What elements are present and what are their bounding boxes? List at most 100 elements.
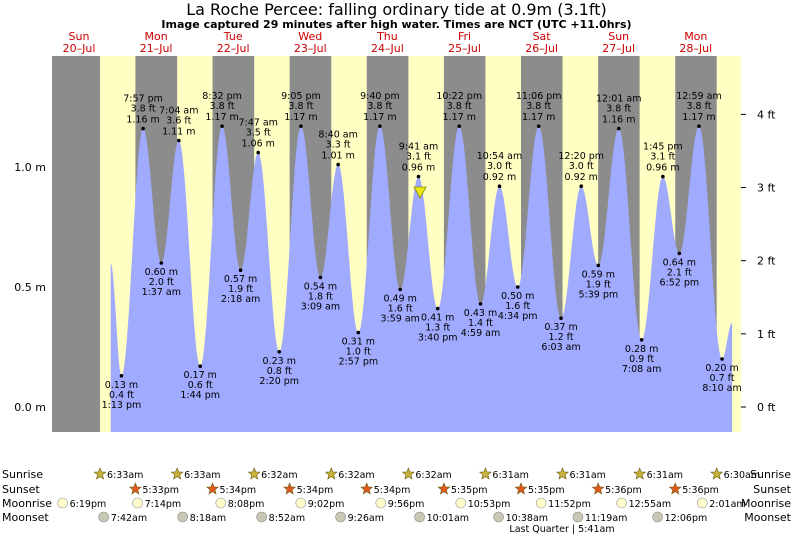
tide-metres: 0.96 m [646,163,679,174]
moonrise-time: 9:56pm [388,499,425,510]
moonset-event: 10:01am [414,511,469,524]
sunset-time: 5:36pm [605,485,642,496]
sunset-star-icon [206,482,219,495]
tide-labels: 0.13 m0.4 ft1:13 pm7:57 pm3.8 ft1.16 m0.… [102,91,742,411]
sunset-event: 5:36pm [668,482,719,496]
moonrise-event: 10:53pm [455,497,510,510]
moonset-event: 9:26am [335,511,384,524]
moonset-icon [335,511,346,523]
right-axis-tick-label: 2 ft [757,255,776,268]
tide-time: 7:04 am [159,106,198,117]
day-name: Sun [69,30,90,43]
moonset-icon [652,511,663,523]
tide-feet: 3.5 ft [246,128,271,139]
moonset-icon [98,511,110,523]
sunset-event: 5:34pm [206,482,256,496]
low-tide-label: 0.64 m2.1 ft6:52 pm [659,251,699,288]
tide-metres: 0.92 m [565,172,598,183]
tide-point [198,364,203,369]
tide-time: 12:20 pm [558,151,604,162]
tide-feet: 3.8 ft [288,101,313,112]
tide-feet: 0.4 ft [109,390,134,401]
low-tide-label: 0.23 m0.8 ft2:20 pm [259,350,299,387]
right-axis-tick-label: 0 ft [757,401,776,414]
tide-point [515,285,520,289]
tide-point [720,357,724,361]
moonset-time: 9:26am [348,513,384,524]
high-tide-label: 7:57 pm3.8 ft1.16 m [123,94,163,131]
tide-time: 8:32 pm [202,91,242,102]
current-tide-marker [413,186,427,199]
tide-feet: 3.0 ft [569,161,594,172]
moonset-time: 12:06pm [665,513,708,524]
day-name: Thu [376,30,398,43]
sunset-star-icon [360,482,374,495]
tide-metres: 1.06 m [241,139,274,150]
tide-feet: 0.8 ft [267,366,292,377]
high-tide-label: 8:40 am3.3 ft1.01 m [318,130,358,167]
moonrise-icon [57,497,68,509]
tide-time: 12:01 am [596,94,641,105]
sunset-event: 5:35pm [437,482,488,496]
tide-time: 2:18 am [221,294,260,305]
tide-time: 3:09 am [301,301,340,312]
sunrise-time: 6:32am [415,470,451,481]
low-tide-label: 0.50 m1.6 ft4:34 pm [498,285,538,322]
tide-area [110,126,733,432]
tide-metres: 0.17 m [183,370,216,381]
day-date: 21–Jul [140,42,173,55]
tide-metres: 0.20 m [705,363,738,374]
moonrise-icon [132,497,143,509]
sunrise-star-icon [633,467,647,480]
tide-metres: 1.16 m [602,115,635,126]
tide-point [398,287,402,292]
tide-point [536,124,541,128]
tide-feet: 3.1 ft [650,152,675,163]
tide-time: 10:54 am [477,151,522,162]
tide-metres: 0.37 m [544,322,577,333]
sunrise-time: 6:30am [724,470,760,481]
left-axis-tick-label: 0.5 m [14,281,46,294]
tide-point [478,302,483,306]
tide-feet: 3.8 ft [447,101,472,112]
tide-feet: 1.0 ft [346,347,371,358]
tide-time: 2:20 pm [259,376,299,387]
right-axis-tick-label: 4 ft [757,108,776,121]
tide-metres: 0.59 m [582,269,615,280]
sun-moon-rows: Sunrise Sunrise 6:33am 6:33am 6:32am 6:32am 6:… [2,467,792,535]
tide-feet: 3.8 ft [606,104,631,115]
sunset-event: 5:33pm [128,482,179,496]
tide-feet: 3.8 ft [131,104,156,115]
tide-point [596,263,601,268]
tide-point [356,330,361,335]
tide-feet: 3.0 ft [487,161,512,172]
low-tide-label: 0.20 m0.7 ft8:10 am [702,357,742,394]
moonrise-icon [375,497,387,509]
tide-metres: 0.96 m [402,163,435,174]
tide-metres: 0.50 m [501,291,534,302]
moonset-icon [177,511,189,523]
moonset-time: 10:38am [506,513,548,524]
tide-time: 1:37 am [142,287,181,298]
tide-feet: 1.4 ft [468,318,493,329]
high-tide-label: 12:20 pm3.0 ft0.92 m [558,151,604,188]
sunrise-time: 6:33am [107,470,143,481]
tide-feet: 2.0 ft [149,277,174,288]
tide-point [677,251,682,256]
sunset-time: 5:36pm [682,485,719,496]
moonrise-time: 7:14pm [145,499,182,510]
tide-point [661,174,665,179]
tide-feet: 1.2 ft [549,332,574,343]
day-date: 27–Jul [602,42,635,55]
tide-time: 11:06 pm [516,91,562,102]
tide-feet: 1.6 ft [505,301,530,312]
day-date: 26–Jul [525,42,558,55]
tide-time: 9:40 pm [360,91,400,102]
sunrise-event: 6:32am [324,467,375,481]
tide-metres: 0.23 m [263,356,296,367]
moonset-icon [256,511,267,523]
